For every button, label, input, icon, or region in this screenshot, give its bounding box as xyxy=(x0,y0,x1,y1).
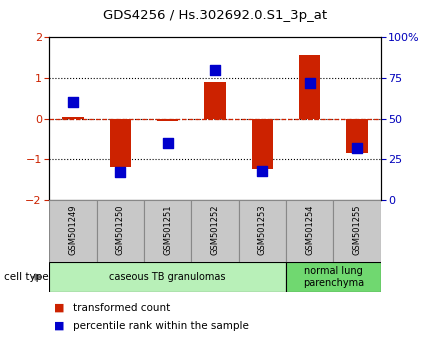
Text: ■: ■ xyxy=(54,321,64,331)
Bar xyxy=(252,119,273,170)
Text: GSM501253: GSM501253 xyxy=(258,204,267,255)
FancyBboxPatch shape xyxy=(239,200,286,262)
Text: caseous TB granulomas: caseous TB granulomas xyxy=(110,272,226,282)
Text: normal lung
parenchyma: normal lung parenchyma xyxy=(303,266,364,288)
Point xyxy=(212,67,218,73)
Bar xyxy=(346,119,368,153)
FancyBboxPatch shape xyxy=(286,262,381,292)
Text: GSM501254: GSM501254 xyxy=(305,205,314,255)
FancyBboxPatch shape xyxy=(49,262,286,292)
Point xyxy=(70,99,77,105)
Text: GSM501252: GSM501252 xyxy=(211,205,219,255)
FancyBboxPatch shape xyxy=(286,200,333,262)
FancyBboxPatch shape xyxy=(97,200,144,262)
Point xyxy=(306,80,313,86)
FancyBboxPatch shape xyxy=(144,200,191,262)
FancyBboxPatch shape xyxy=(333,200,381,262)
Text: GSM501251: GSM501251 xyxy=(163,205,172,255)
Point xyxy=(353,145,360,151)
Bar xyxy=(204,82,226,119)
FancyBboxPatch shape xyxy=(191,200,239,262)
Text: transformed count: transformed count xyxy=(73,303,170,313)
Point xyxy=(259,168,266,173)
Point xyxy=(117,170,124,175)
Text: percentile rank within the sample: percentile rank within the sample xyxy=(73,321,249,331)
Text: cell type: cell type xyxy=(4,272,49,282)
Text: GDS4256 / Hs.302692.0.S1_3p_at: GDS4256 / Hs.302692.0.S1_3p_at xyxy=(103,9,327,22)
Bar xyxy=(110,119,131,167)
Point xyxy=(164,140,171,146)
Bar xyxy=(157,119,178,121)
FancyBboxPatch shape xyxy=(49,200,97,262)
Text: GSM501255: GSM501255 xyxy=(353,205,361,255)
Text: GSM501250: GSM501250 xyxy=(116,205,125,255)
Bar xyxy=(62,116,84,119)
Text: GSM501249: GSM501249 xyxy=(69,205,77,255)
Bar xyxy=(299,56,320,119)
Text: ■: ■ xyxy=(54,303,64,313)
